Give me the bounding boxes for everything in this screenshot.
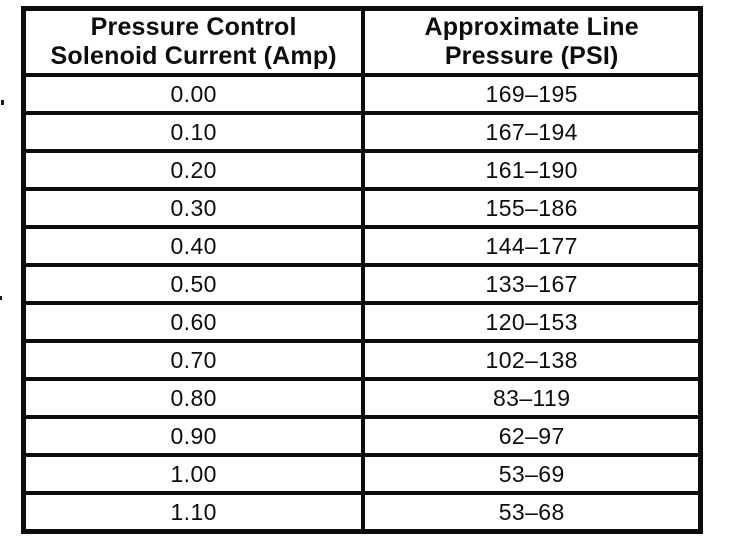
cell-current: 0.70 [21,339,366,381]
cell-current: 0.90 [21,415,366,457]
cell-current: 0.50 [21,263,366,305]
header-row: Pressure Control Solenoid Current (Amp) … [21,6,703,77]
column-header-solenoid-current: Pressure Control Solenoid Current (Amp) [21,6,366,77]
column-header-line-pressure: Approximate Line Pressure (PSI) [361,6,703,77]
cell-current: 0.60 [21,301,366,343]
cell-current: 1.00 [21,453,366,495]
table-row: 0.50 133–167 [21,263,703,305]
table-row: 0.80 83–119 [21,377,703,419]
header-solenoid-current-line2: Solenoid Current (Amp) [50,42,337,70]
cell-pressure: 53–69 [361,453,703,495]
scan-artifact-speck [1,100,4,105]
cell-current: 0.30 [21,187,366,229]
table-row: 0.70 102–138 [21,339,703,381]
table-row: 0.40 144–177 [21,225,703,267]
cell-pressure: 102–138 [361,339,703,381]
table-row: 1.00 53–69 [21,453,703,495]
cell-current: 0.00 [21,73,366,115]
header-line-pressure-line2: Pressure (PSI) [444,42,619,70]
table-row: 0.10 167–194 [21,111,703,153]
table-row: 0.90 62–97 [21,415,703,457]
table-row: 0.30 155–186 [21,187,703,229]
cell-pressure: 62–97 [361,415,703,457]
scan-artifact-speck [0,296,2,300]
cell-pressure: 133–167 [361,263,703,305]
cell-current: 0.20 [21,149,366,191]
cell-pressure: 144–177 [361,225,703,267]
table-row: 0.20 161–190 [21,149,703,191]
header-line-pressure-line1: Approximate Line [424,12,639,41]
cell-pressure: 120–153 [361,301,703,343]
pressure-table: Pressure Control Solenoid Current (Amp) … [21,6,703,534]
table-row: 1.10 53–68 [21,491,703,534]
cell-pressure: 169–195 [361,73,703,115]
cell-current: 0.10 [21,111,366,153]
cell-pressure: 155–186 [361,187,703,229]
cell-current: 1.10 [21,491,366,534]
cell-pressure: 161–190 [361,149,703,191]
table-row: 0.60 120–153 [21,301,703,343]
cell-current: 0.40 [21,225,366,267]
cell-pressure: 167–194 [361,111,703,153]
cell-pressure: 53–68 [361,491,703,534]
table-row: 0.00 169–195 [21,73,703,115]
cell-pressure: 83–119 [361,377,703,419]
cell-current: 0.80 [21,377,366,419]
header-solenoid-current-line1: Pressure Control [90,12,297,41]
